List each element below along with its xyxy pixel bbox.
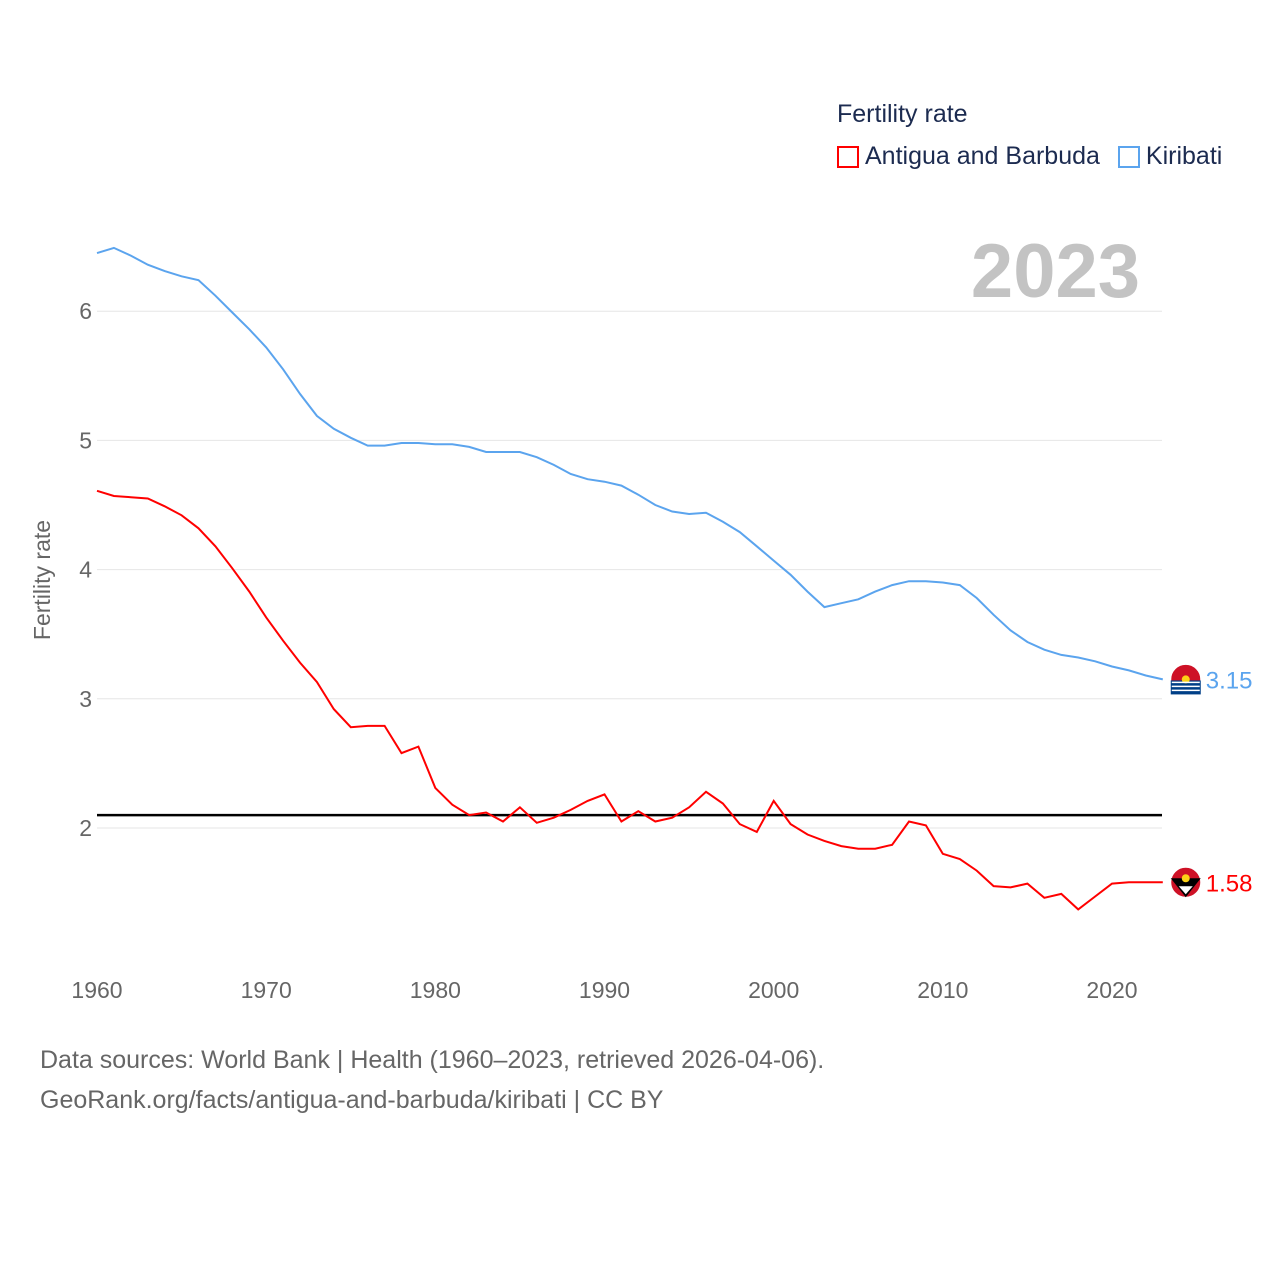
flag-sun — [1181, 874, 1190, 883]
legend-item-kiribati[interactable]: Kiribati — [1117, 142, 1223, 171]
y-tick-label: 3 — [79, 686, 92, 712]
x-tick-label: 2020 — [1086, 977, 1137, 1003]
series-line-antigua — [96, 489, 1163, 911]
x-tick-label: 2010 — [917, 977, 968, 1003]
source-text: Data sources: World Bank | Health (1960–… — [40, 1046, 825, 1074]
flag-sun — [1181, 675, 1190, 684]
legend-label: Antigua and Barbuda — [865, 142, 1100, 170]
legend-item-antigua[interactable]: Antigua and Barbuda — [837, 142, 1100, 171]
y-tick-label: 4 — [79, 557, 92, 583]
x-tick-label: 1970 — [241, 977, 292, 1003]
y-tick-label: 6 — [79, 298, 92, 324]
y-axis-label: Fertility rate — [29, 520, 55, 640]
y-tick-label: 2 — [79, 815, 92, 841]
legend-swatch — [837, 145, 859, 168]
x-tick-label: 1960 — [71, 977, 122, 1003]
x-tick-label: 1990 — [579, 977, 630, 1003]
end-value-label: 1.58 — [1206, 870, 1253, 897]
legend-label: Kiribati — [1145, 142, 1223, 170]
legend-title: Fertility rate — [837, 100, 968, 128]
legend-swatch — [1117, 145, 1140, 168]
y-tick-label: 5 — [79, 427, 92, 453]
end-value-label: 3.15 — [1206, 667, 1253, 694]
source-link[interactable]: GeoRank.org/facts/antigua-and-barbuda/ki… — [40, 1086, 664, 1114]
x-tick-label: 1980 — [410, 977, 461, 1003]
year-label: 2023 — [970, 229, 1140, 314]
series-line-kiribati — [96, 246, 1164, 681]
legend: Antigua and Barbuda Kiribati — [837, 142, 1240, 171]
flag-detail — [1178, 886, 1193, 895]
x-tick-label: 2000 — [748, 977, 799, 1003]
